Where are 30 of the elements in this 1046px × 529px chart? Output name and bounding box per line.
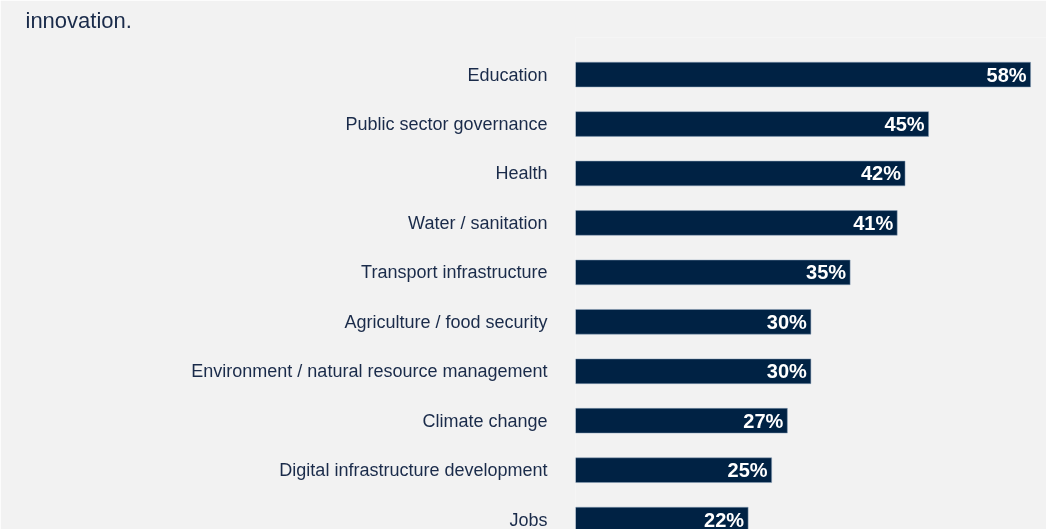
data-label: 58% (986, 63, 1027, 86)
data-label: 42% (861, 162, 902, 185)
y-tick-label: Health (495, 163, 548, 184)
y-tick-label: Digital infrastructure development (279, 460, 548, 481)
data-label: 45% (884, 113, 925, 136)
data-label: 30% (766, 310, 808, 333)
bar (575, 309, 812, 335)
data-label: 35% (806, 261, 847, 284)
y-tick-label: Transport infrastructure (361, 262, 548, 283)
bar (575, 358, 812, 384)
data-label: 25% (727, 459, 768, 482)
text: innovation. (25, 7, 132, 33)
y-tick-label: Climate change (422, 410, 548, 431)
y-tick-label: Public sector governance (345, 114, 548, 135)
data-label: 41% (853, 211, 894, 234)
bar (575, 61, 1031, 88)
data-label: 30% (766, 360, 808, 383)
y-tick-label: Jobs (509, 509, 548, 529)
bar (575, 457, 772, 483)
y-tick-label: Agriculture / food security (344, 311, 548, 332)
data-label: 22% (704, 508, 745, 529)
y-tick-label: Education (467, 64, 548, 85)
bar (575, 160, 906, 187)
y-tick-label: Environment / natural resource management (191, 361, 548, 382)
bar (575, 259, 851, 285)
bar (575, 111, 929, 137)
bar (575, 210, 898, 236)
y-tick-label: Water / sanitation (408, 212, 548, 233)
bar (575, 408, 788, 434)
data-label: 27% (743, 409, 784, 432)
